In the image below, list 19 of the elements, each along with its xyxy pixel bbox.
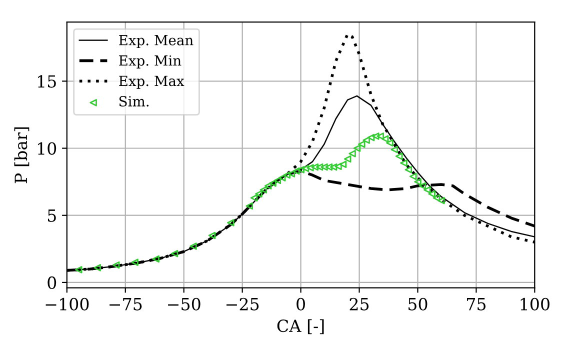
- x-tick-label: 0: [296, 298, 305, 310]
- x-tick-label: −100: [46, 298, 89, 310]
- legend-label: Exp. Mean: [119, 35, 194, 48]
- legend-label: Exp. Min: [119, 55, 182, 68]
- x-tick-label: 100: [520, 298, 550, 310]
- x-tick-label: 25: [350, 298, 369, 310]
- x-tick-label: 75: [467, 298, 486, 310]
- x-tick-label: −25: [226, 298, 259, 310]
- legend-label: Sim.: [119, 96, 149, 107]
- x-tick-label: 50: [408, 298, 428, 310]
- y-axis-title: P [bar]: [14, 127, 30, 184]
- x-axis-title: CA [-]: [277, 319, 324, 334]
- y-tick-label: 15: [38, 75, 56, 88]
- y-tick-label: 5: [48, 210, 56, 222]
- x-tick-label: −75: [110, 298, 142, 310]
- legend-label: Exp. Max: [119, 76, 184, 89]
- y-tick-label: 0: [48, 276, 56, 290]
- x-tick-label: −50: [168, 298, 200, 310]
- y-tick-label: 10: [38, 142, 56, 155]
